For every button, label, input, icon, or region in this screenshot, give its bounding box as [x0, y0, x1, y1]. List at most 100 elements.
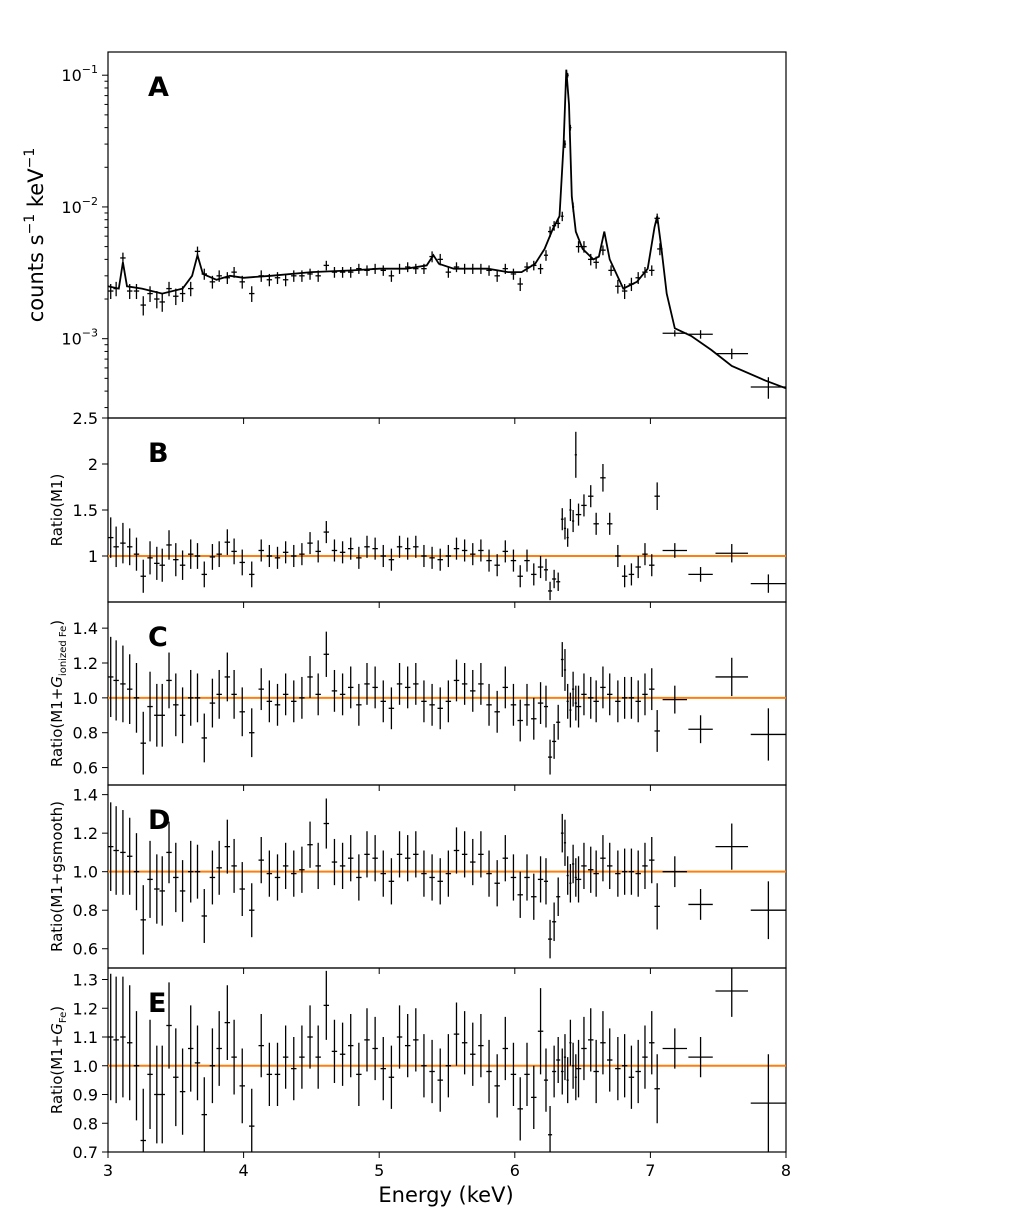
panel-C-data-point	[388, 687, 395, 730]
panel-A-data-point	[323, 260, 330, 271]
panel-A-data-point	[510, 268, 517, 280]
panel-D-data-point	[388, 858, 395, 905]
panel-D-data-point	[607, 842, 613, 890]
panel-E-data-point	[560, 1048, 564, 1095]
panel-D-data-point	[531, 873, 537, 920]
panel-A-data-point	[615, 279, 621, 294]
panel-B-data-point	[445, 544, 452, 568]
panel-B-data-point	[556, 572, 561, 591]
panel-B-data-point	[566, 528, 569, 547]
panel-D-data-point	[560, 813, 564, 853]
panel-E-data-point	[654, 1054, 660, 1124]
panel-E-data-point	[404, 1014, 411, 1078]
panel-B-data-point	[396, 535, 403, 558]
panel-E-data-point	[593, 1039, 599, 1104]
panel-C-data-point	[552, 724, 557, 759]
panel-E-data-point	[600, 1011, 606, 1075]
panel-D-data-point	[380, 850, 386, 897]
panel-D-data-point	[429, 854, 435, 901]
panel-D-data-point	[566, 856, 569, 895]
panel-E-ytick-label: 1.3	[73, 971, 98, 990]
panel-C-data-point	[502, 666, 509, 709]
panel-B-data-point	[569, 498, 572, 522]
panel-D-ytick-label: 1.0	[73, 863, 98, 882]
panel-C-ytick-label: 1.4	[73, 619, 98, 638]
panel-B-data-point	[615, 544, 621, 568]
panel-E-data-point	[108, 973, 114, 1101]
panel-A-data-point	[113, 281, 119, 297]
panel-B-data-point	[588, 485, 594, 508]
panel-B-data-point	[179, 550, 186, 580]
panel-B-data-point	[388, 548, 395, 571]
panel-B-data-point	[154, 546, 160, 580]
panel-B-data-point	[331, 539, 338, 562]
panel-D-data-point	[517, 871, 523, 918]
panel-E-letter: E	[148, 988, 166, 1019]
panel-C-ytick-label: 1.0	[73, 689, 98, 708]
panel-C-data-point	[348, 666, 354, 709]
panel-B-ytick-label: 2	[88, 455, 98, 474]
panel-E-data-point	[307, 1005, 313, 1069]
panel-D-data-point	[635, 850, 641, 897]
panel-D-ytick-label: 0.6	[73, 940, 98, 959]
panel-A-data-point	[635, 272, 641, 285]
panel-C-data-point	[566, 683, 569, 719]
panel-A-data-point	[654, 213, 660, 224]
panel-C-data-point	[531, 697, 537, 740]
panel-B-letter: B	[148, 438, 169, 469]
panel-C-data-point	[194, 673, 201, 723]
panel-E-data-point	[635, 1039, 641, 1104]
panel-D-data-point	[543, 858, 549, 905]
panel-D-data-point	[166, 821, 172, 884]
panel-C-data-point	[133, 663, 140, 733]
panel-E-data-point	[494, 1054, 500, 1118]
panel-E-data-point	[224, 985, 231, 1060]
panel-B-data-point	[628, 563, 635, 586]
panel-E-data-point	[569, 1019, 572, 1066]
panel-E-data-point	[750, 1054, 786, 1152]
panel-C-data-point	[274, 683, 281, 726]
panel-E-ytick-label: 1.0	[73, 1057, 98, 1076]
panel-E-data-point	[437, 1048, 443, 1112]
panel-A-data-point	[364, 265, 370, 276]
panel-D-data-point	[315, 842, 321, 890]
panel-A-data-point	[173, 288, 179, 306]
panel-E-data-point	[566, 1057, 569, 1104]
panel-C-data-point	[140, 711, 146, 775]
panel-D-data-point	[307, 821, 313, 868]
panel-E-data-point	[607, 1028, 613, 1092]
panel-D-data-point	[396, 831, 403, 878]
panel-E-data-point	[179, 1048, 186, 1135]
panel-B-ytick-label: 2.5	[73, 409, 98, 428]
panel-A-data-point	[470, 263, 476, 274]
panel-E-data-point	[662, 1028, 688, 1069]
panel-D-data-point	[715, 823, 749, 870]
panel-E-ytick-label: 1.2	[73, 999, 98, 1018]
panel-A-data-point	[600, 245, 606, 256]
panel-C-data-point	[356, 683, 362, 726]
panel-E-data-point	[380, 1037, 386, 1101]
panel-C-data-point	[486, 683, 492, 726]
panel-C-data-point	[575, 685, 582, 728]
panel-B-data-point	[552, 569, 557, 589]
panels: A 10−1 10−2 10−3 counts s−1 keV−1 B 1 1.5 2 2.5 Ra…	[22, 51, 791, 1180]
x-tick-label: 6	[510, 1161, 520, 1180]
panel-E-ytick-label: 0.7	[73, 1143, 98, 1162]
panel-C-data-point	[537, 682, 544, 724]
panel-A-data-point	[291, 270, 297, 282]
panel-E-data-point	[209, 1028, 216, 1104]
panel-B-data-point	[517, 565, 523, 588]
panel-B-data-point	[607, 512, 613, 535]
panel-E-data-point	[274, 1042, 281, 1106]
panel-B-data-point	[209, 544, 216, 570]
panel-E-data-point	[621, 1034, 628, 1098]
panel-A-data-point	[166, 281, 172, 297]
panel-A-data-point	[628, 277, 635, 292]
panel-B-data-point	[593, 512, 599, 535]
panel-A-data-point	[299, 270, 305, 282]
panel-A-data-point	[575, 241, 582, 253]
panel-C-data-point	[649, 668, 655, 711]
panel-C-ytick-label: 0.6	[73, 759, 98, 778]
panel-C-data-point	[372, 666, 378, 709]
panel-C-data-point	[266, 680, 273, 723]
